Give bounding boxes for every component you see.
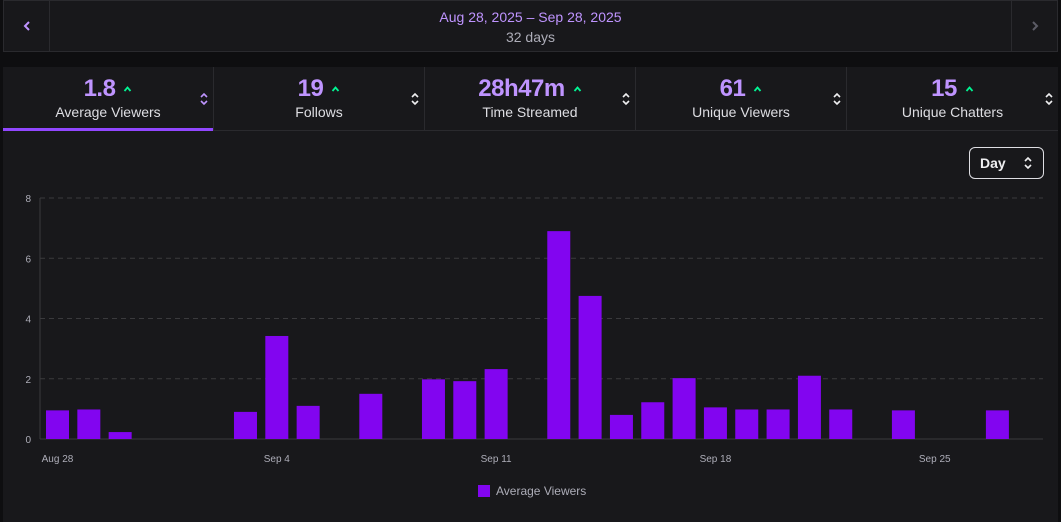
trend-up-icon xyxy=(124,86,132,92)
tab-value-row: 1.8 xyxy=(3,75,213,103)
tab-average-viewers[interactable]: 1.8 Average Viewers xyxy=(3,67,214,131)
tab-value-row: 61 xyxy=(636,75,846,103)
legend-label: Average Viewers xyxy=(496,484,587,498)
bar-sep-24 xyxy=(891,410,915,439)
y-tick-label: 2 xyxy=(25,375,31,386)
sort-icon[interactable] xyxy=(410,91,420,107)
date-range-navigator: Aug 28, 2025 – Sep 28, 2025 32 days xyxy=(3,0,1058,52)
tab-value: 1.8 xyxy=(83,75,116,102)
chevron-right-icon xyxy=(1031,21,1038,31)
bar-aug-28 xyxy=(46,410,69,439)
bar-sep-13 xyxy=(547,231,571,439)
tab-label: Unique Viewers xyxy=(692,104,790,120)
bar-sep-20 xyxy=(766,409,790,439)
x-tick-label: Sep 4 xyxy=(264,454,291,465)
bar-sep-11 xyxy=(484,369,508,439)
tab-follows[interactable]: 19 Follows xyxy=(214,67,425,130)
metric-tabs: 1.8 Average Viewers 19 Follows 28h47m Time St… xyxy=(3,67,1058,131)
bar-sep-18 xyxy=(703,407,727,439)
previous-period-button[interactable] xyxy=(4,1,50,51)
tab-label: Average Viewers xyxy=(55,104,161,120)
bar-sep-15 xyxy=(609,414,633,439)
bar-sep-16 xyxy=(641,402,665,439)
tab-value: 19 xyxy=(297,75,324,102)
bar-sep-27 xyxy=(985,410,1009,439)
tab-unique-viewers[interactable]: 61 Unique Viewers xyxy=(636,67,847,130)
tab-unique-chatters[interactable]: 15 Unique Chatters xyxy=(847,67,1058,130)
x-tick-label: Sep 11 xyxy=(481,454,512,465)
x-tick-label: Aug 28 xyxy=(42,454,74,465)
x-tick-label: Sep 25 xyxy=(919,454,951,465)
bar-sep-17 xyxy=(672,378,696,439)
sort-icon[interactable] xyxy=(199,91,209,107)
x-tick-label: Sep 18 xyxy=(700,454,732,465)
y-tick-label: 0 xyxy=(25,435,31,446)
tab-label: Time Streamed xyxy=(482,104,578,120)
trend-up-icon xyxy=(754,86,762,92)
bar-sep-7 xyxy=(359,393,383,439)
granularity-select[interactable]: Day xyxy=(969,147,1044,179)
legend-swatch xyxy=(478,485,490,497)
y-tick-label: 8 xyxy=(25,194,31,205)
sort-icon[interactable] xyxy=(621,91,631,107)
sort-icon[interactable] xyxy=(832,91,842,107)
tab-value: 15 xyxy=(931,75,957,102)
bar-sep-22 xyxy=(829,409,853,439)
tab-value-row: 15 xyxy=(847,75,1058,103)
select-arrows-icon xyxy=(1024,156,1032,170)
trend-up-icon xyxy=(573,86,581,92)
stats-panel: 1.8 Average Viewers 19 Follows 28h47m Time St… xyxy=(3,67,1058,522)
chevron-left-icon xyxy=(23,21,30,31)
sort-icon[interactable] xyxy=(1044,91,1054,107)
bar-sep-14 xyxy=(578,295,602,439)
bar-sep-5 xyxy=(296,405,320,439)
bar-aug-29 xyxy=(77,409,101,439)
tab-value-row: 19 xyxy=(214,75,424,103)
y-tick-label: 4 xyxy=(25,315,31,326)
tab-value-row: 28h47m xyxy=(425,75,635,103)
bar-sep-3 xyxy=(233,411,257,439)
tab-value: 61 xyxy=(719,75,746,102)
trend-up-icon xyxy=(332,86,340,92)
tab-value: 28h47m xyxy=(478,75,565,102)
bar-sep-19 xyxy=(735,409,759,439)
bar-aug-30 xyxy=(108,432,132,439)
tab-label: Follows xyxy=(295,104,343,120)
day-count-label: 32 days xyxy=(505,29,556,45)
bar-sep-9 xyxy=(421,379,445,439)
average-viewers-chart: 0 2 4 6 8 Aug 28 Sep 4 Sep 11 Sep 18 Sep 25 xyxy=(25,194,1043,465)
bar-sep-21 xyxy=(797,375,821,439)
chart-legend[interactable]: Average Viewers xyxy=(478,484,586,498)
y-tick-label: 6 xyxy=(25,254,31,265)
trend-up-icon xyxy=(965,86,974,92)
next-period-button[interactable] xyxy=(1011,1,1057,51)
granularity-select-value: Day xyxy=(980,155,1006,171)
tab-label: Unique Chatters xyxy=(901,104,1004,120)
bar-sep-4 xyxy=(265,335,289,439)
tab-time-streamed[interactable]: 28h47m Time Streamed xyxy=(425,67,636,130)
bar-sep-10 xyxy=(453,381,477,439)
date-range-label: Aug 28, 2025 – Sep 28, 2025 xyxy=(439,9,622,25)
